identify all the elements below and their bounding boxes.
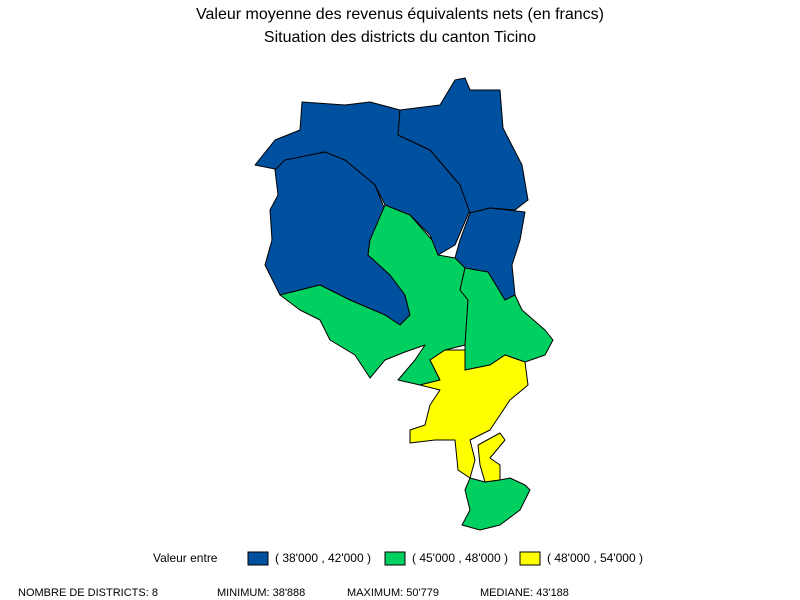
footer-stat: NOMBRE DE DISTRICTS: 8	[18, 587, 158, 599]
legend-label: ( 38'000 , 42'000 )	[275, 551, 371, 565]
districts	[254, 77, 554, 531]
footer-stat: MAXIMUM: 50'779	[347, 587, 439, 599]
footer-stat: MEDIANE: 43'188	[480, 587, 569, 599]
legend: ( 38'000 , 42'000 ) ( 45'000 , 48'000 ) ( …	[247, 551, 643, 566]
footer-stat: MINIMUM: 38'888	[217, 587, 305, 599]
district	[461, 477, 531, 531]
legend-label: ( 48'000 , 54'000 )	[547, 551, 643, 565]
legend-label: ( 45'000 , 48'000 )	[412, 551, 508, 565]
legend-title: Valeur entre	[153, 551, 218, 565]
legend-swatch	[247, 551, 269, 566]
district	[397, 77, 529, 214]
map-subtitle: Situation des districts du canton Ticino	[264, 29, 536, 46]
district	[409, 349, 529, 479]
legend-swatch	[519, 551, 541, 566]
district	[459, 267, 554, 371]
legend-swatch	[384, 551, 406, 566]
district	[477, 432, 506, 483]
map-title: Valeur moyenne des revenus équivalents n…	[196, 6, 604, 23]
